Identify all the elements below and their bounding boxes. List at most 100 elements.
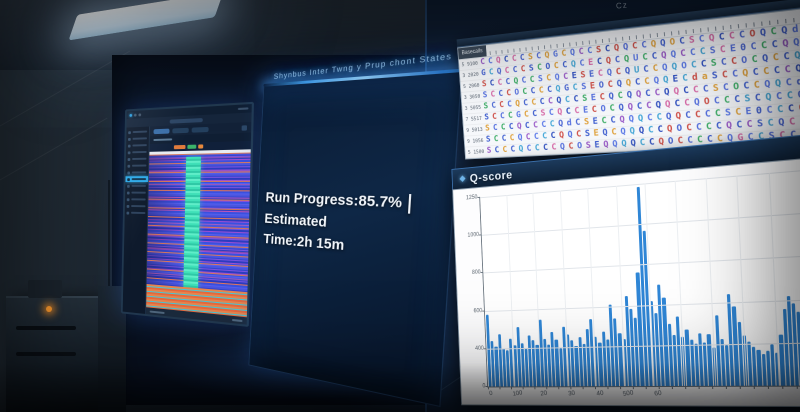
x-tick-label: 40 bbox=[595, 389, 604, 398]
y-tickmark bbox=[485, 386, 489, 387]
status-text-bar bbox=[231, 318, 243, 322]
estimated-label: Estimated bbox=[264, 210, 328, 231]
sidebar-item[interactable] bbox=[126, 163, 149, 169]
y-tickmark bbox=[480, 272, 484, 274]
sequence-row-label: 3 5055 bbox=[464, 104, 482, 112]
app-tab[interactable] bbox=[191, 126, 209, 133]
sequence-row-label: 3 3050 bbox=[463, 93, 481, 101]
sidebar-item[interactable] bbox=[126, 169, 149, 175]
y-tick-label: 1250 bbox=[465, 194, 478, 202]
flowcell-heatmap bbox=[146, 152, 251, 318]
sequence-row-label: 9 5013 bbox=[466, 126, 483, 134]
legend-chip-green bbox=[187, 144, 197, 149]
legend-chip-orange bbox=[198, 144, 204, 149]
sidebar-item-icon bbox=[128, 130, 131, 134]
divider-pipe: | bbox=[406, 191, 413, 216]
heatmap-teal-column bbox=[182, 156, 202, 308]
wall-seam bbox=[0, 117, 108, 184]
status-led bbox=[46, 306, 52, 312]
qscore-chart-card: 1250 1000 800 600 400 0 0 100 20 30 40 500 60 bbox=[452, 156, 800, 408]
qscore-title: Q-score bbox=[469, 167, 513, 185]
sidebar-item[interactable] bbox=[125, 176, 149, 183]
machine-drawer-handle bbox=[16, 352, 76, 356]
monitor-center: Shynbus Inter Twng y Prup chont States R… bbox=[248, 51, 463, 408]
toolbar-label-bar bbox=[153, 138, 173, 142]
sidebar-item[interactable] bbox=[125, 183, 148, 189]
y-tickmark bbox=[482, 310, 485, 312]
lab-machine bbox=[6, 280, 98, 412]
window-controls-icon[interactable] bbox=[237, 107, 249, 111]
sidebar-item-icon bbox=[127, 157, 131, 161]
histogram-bar bbox=[684, 329, 691, 386]
sidebar-item[interactable] bbox=[125, 203, 148, 209]
sidebar-item-label-bar bbox=[131, 184, 147, 187]
sidebar-item-icon bbox=[127, 177, 130, 181]
x-tick-label: 500 bbox=[622, 389, 635, 398]
corner-label: Cz bbox=[615, 0, 629, 11]
sidebar-item[interactable] bbox=[126, 129, 149, 136]
sidebar-item[interactable] bbox=[126, 142, 149, 148]
machine-top-object bbox=[28, 280, 62, 298]
sidebar-item-label-bar bbox=[132, 144, 147, 147]
machine-drawer-handle bbox=[16, 326, 76, 330]
x-tick-label: 30 bbox=[567, 389, 576, 398]
sidebar-item-label-bar bbox=[131, 198, 146, 201]
app-logo-dot-icon bbox=[129, 113, 133, 117]
sidebar-item-label-bar bbox=[132, 157, 147, 160]
panel-bullet-icon bbox=[459, 175, 466, 182]
menu-dot-icon bbox=[138, 112, 142, 116]
sidebar-item[interactable] bbox=[126, 149, 149, 155]
sidebar-item-icon bbox=[126, 211, 130, 215]
sidebar-item-label-bar bbox=[132, 150, 147, 154]
app-main bbox=[145, 121, 252, 325]
sequence-row-label: 5 9100 bbox=[461, 60, 479, 68]
sidebar-item[interactable] bbox=[126, 156, 149, 162]
sidebar-item[interactable] bbox=[125, 190, 148, 196]
app-tab[interactable] bbox=[153, 128, 170, 134]
x-tick-label: 60 bbox=[653, 389, 662, 398]
legend-chip-orange bbox=[173, 144, 186, 150]
app-body bbox=[122, 121, 252, 325]
sidebar-item-icon bbox=[127, 171, 131, 174]
status-text-bar bbox=[149, 310, 165, 314]
sidebar-item[interactable] bbox=[125, 210, 148, 216]
y-tick-label: 0 bbox=[482, 383, 486, 390]
y-tickmark bbox=[479, 234, 482, 236]
sidebar-item-icon bbox=[127, 144, 131, 148]
y-tick-label: 800 bbox=[471, 270, 481, 277]
menu-dot-icon bbox=[133, 113, 137, 117]
run-progress-value: Run Progress:85.7% bbox=[265, 189, 403, 213]
y-tickmark bbox=[477, 196, 481, 198]
estimated-time-value: Time:2h 15m bbox=[262, 231, 345, 255]
sequence-row-label: 5 1500 bbox=[467, 148, 485, 156]
monitor-left bbox=[120, 101, 254, 327]
sidebar-item-label-bar bbox=[131, 164, 147, 167]
y-tickmark bbox=[483, 348, 487, 350]
sequencer-app-window bbox=[120, 101, 254, 327]
histogram-bars bbox=[480, 169, 800, 387]
x-tick-label: 20 bbox=[540, 389, 549, 398]
sidebar-item-label-bar bbox=[131, 178, 147, 181]
sequence-row-label: 3 2020 bbox=[462, 71, 479, 79]
app-tab[interactable] bbox=[172, 127, 189, 133]
sidebar-item-icon bbox=[126, 204, 130, 208]
sidebar-item[interactable] bbox=[126, 135, 149, 142]
qscore-panel: Q-score 1250 1000 800 600 400 0 0 100 20 30 40 500 6… bbox=[451, 133, 800, 408]
sequence-row-label: 5 2060 bbox=[463, 82, 480, 90]
x-tick-label: 0 bbox=[489, 390, 494, 398]
sidebar-item-label-bar bbox=[132, 130, 148, 134]
header-title-pill bbox=[169, 117, 203, 124]
sidebar-item-label-bar bbox=[130, 211, 146, 215]
sidebar-item-icon bbox=[127, 164, 131, 168]
y-tick-label: 400 bbox=[475, 345, 484, 352]
sidebar-item-icon bbox=[128, 137, 131, 141]
sequence-row-label: 9 1056 bbox=[466, 137, 484, 145]
run-progress-text: Run Progress:85.7% | Estimated Time:2h 15m bbox=[263, 188, 446, 267]
y-tick-label: 600 bbox=[473, 307, 483, 314]
tab-options-icon[interactable] bbox=[241, 124, 248, 131]
x-tick-label: 100 bbox=[512, 389, 523, 398]
sidebar-item[interactable] bbox=[125, 196, 148, 202]
sidebar-item-icon bbox=[126, 197, 130, 201]
sidebar-item-label-bar bbox=[131, 191, 146, 194]
